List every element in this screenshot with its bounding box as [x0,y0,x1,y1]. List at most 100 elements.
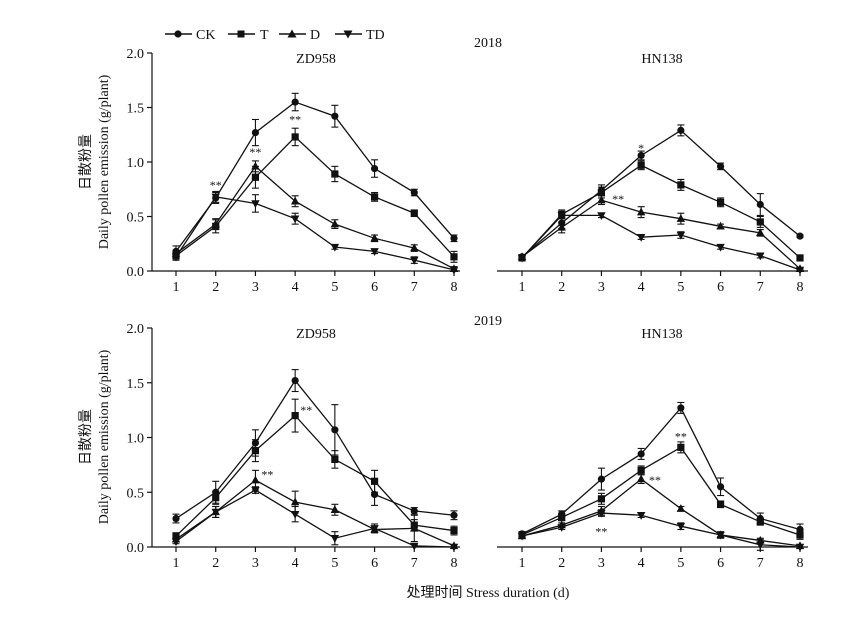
data-point-square [450,526,458,535]
series-line [521,214,801,271]
data-point-square [756,218,764,226]
y-tick-label: 0.5 [127,486,145,501]
x-tick-label: 4 [292,556,299,571]
data-point-triangle-down [251,200,260,209]
data-point-circle [251,128,260,137]
x-tick-label: 7 [757,556,764,571]
data-point-square [212,494,220,502]
x-tick-label: 5 [331,556,338,571]
data-point-triangle-up [251,161,260,170]
series-td [517,509,805,552]
significance-mark: ** [649,473,661,487]
series-td [171,190,459,275]
data-point-triangle-up [211,219,220,228]
data-point-triangle-down [290,510,300,519]
x-tick-label: 1 [173,556,180,571]
series-ck [518,124,804,261]
data-point-triangle-up [330,219,340,228]
data-point-triangle-up [330,505,340,513]
data-point-circle [450,234,458,242]
data-point-circle [331,426,339,434]
data-point-square [597,495,606,503]
y-tick-label: 0.5 [127,211,145,226]
series-line [175,136,455,258]
data-point-square [450,253,458,261]
year-label-2018: 2018 [474,36,502,51]
data-point-triangle-up [716,221,725,230]
x-tick-label: 3 [252,556,259,571]
data-point-square [291,412,299,420]
data-point-square [637,161,645,169]
data-point-circle [370,164,379,173]
series-line [175,479,455,547]
data-point-circle [597,475,606,483]
x-tick-label: 6 [371,556,378,571]
data-point-circle [716,483,725,491]
data-point-triangle-down [410,542,419,551]
data-point-triangle-up [597,195,606,204]
y-tick-label: 0.0 [127,541,145,556]
series-line [521,446,801,536]
data-point-square [291,133,299,141]
data-point-triangle-down [795,543,805,552]
data-point-square [331,170,339,178]
legend-label: D [310,28,320,43]
data-point-square [677,443,685,451]
series-line [521,199,801,270]
x-tick-label: 6 [371,280,378,295]
data-point-triangle-up [251,475,260,484]
data-point-triangle-up [410,243,419,252]
data-point-triangle-down [330,535,340,543]
data-point-square [370,193,379,201]
x-tick-label: 5 [677,556,684,571]
significance-mark: ** [289,112,301,126]
x-tick-label: 2 [212,280,219,295]
y-tick-label: 2.0 [127,322,145,337]
x-tick-label: 3 [598,556,605,571]
series-line [175,379,455,520]
data-point-circle [637,151,645,160]
legend-item-ck: CK [165,28,215,43]
y-axis-title-cn: 日散粉量 [78,409,94,465]
significance-mark: ** [261,468,273,482]
data-point-triangle-down [171,253,181,262]
data-point-triangle-down [557,212,566,221]
data-point-triangle-down [290,215,300,224]
data-point-circle [291,376,299,385]
x-tick-label: 7 [411,280,418,295]
data-point-square [756,518,764,526]
data-point-square [637,466,645,474]
data-point-circle [291,98,299,106]
significance-mark: ** [595,525,607,539]
year-label-2019: 2019 [474,314,502,329]
data-point-circle [410,188,418,197]
series-line [521,129,801,258]
data-point-triangle-up [410,523,419,532]
data-point-triangle-down [795,266,805,275]
data-point-triangle-down [517,532,527,541]
data-point-circle [172,514,180,523]
data-point-triangle-down [676,231,686,240]
x-tick-label: 8 [797,556,804,571]
panel-title: HN138 [641,52,682,67]
data-point-circle [796,525,804,534]
significance-mark: * [638,141,644,155]
data-point-square [370,477,379,485]
x-tick-label: 1 [519,280,526,295]
data-point-triangle-up [676,504,686,512]
x-tick-label: 6 [717,280,724,295]
data-point-triangle-down [410,256,419,265]
data-point-circle [450,511,458,519]
y-tick-label: 0.0 [127,265,145,280]
data-point-circle [716,162,725,170]
x-tick-label: 1 [519,556,526,571]
panel-title: ZD958 [296,327,336,342]
panel-title: ZD958 [296,52,336,67]
data-point-square [796,531,804,539]
data-point-triangle-up [756,228,765,237]
series-line [521,406,801,535]
data-point-circle [756,200,764,209]
legend-marker-circle [174,30,182,38]
